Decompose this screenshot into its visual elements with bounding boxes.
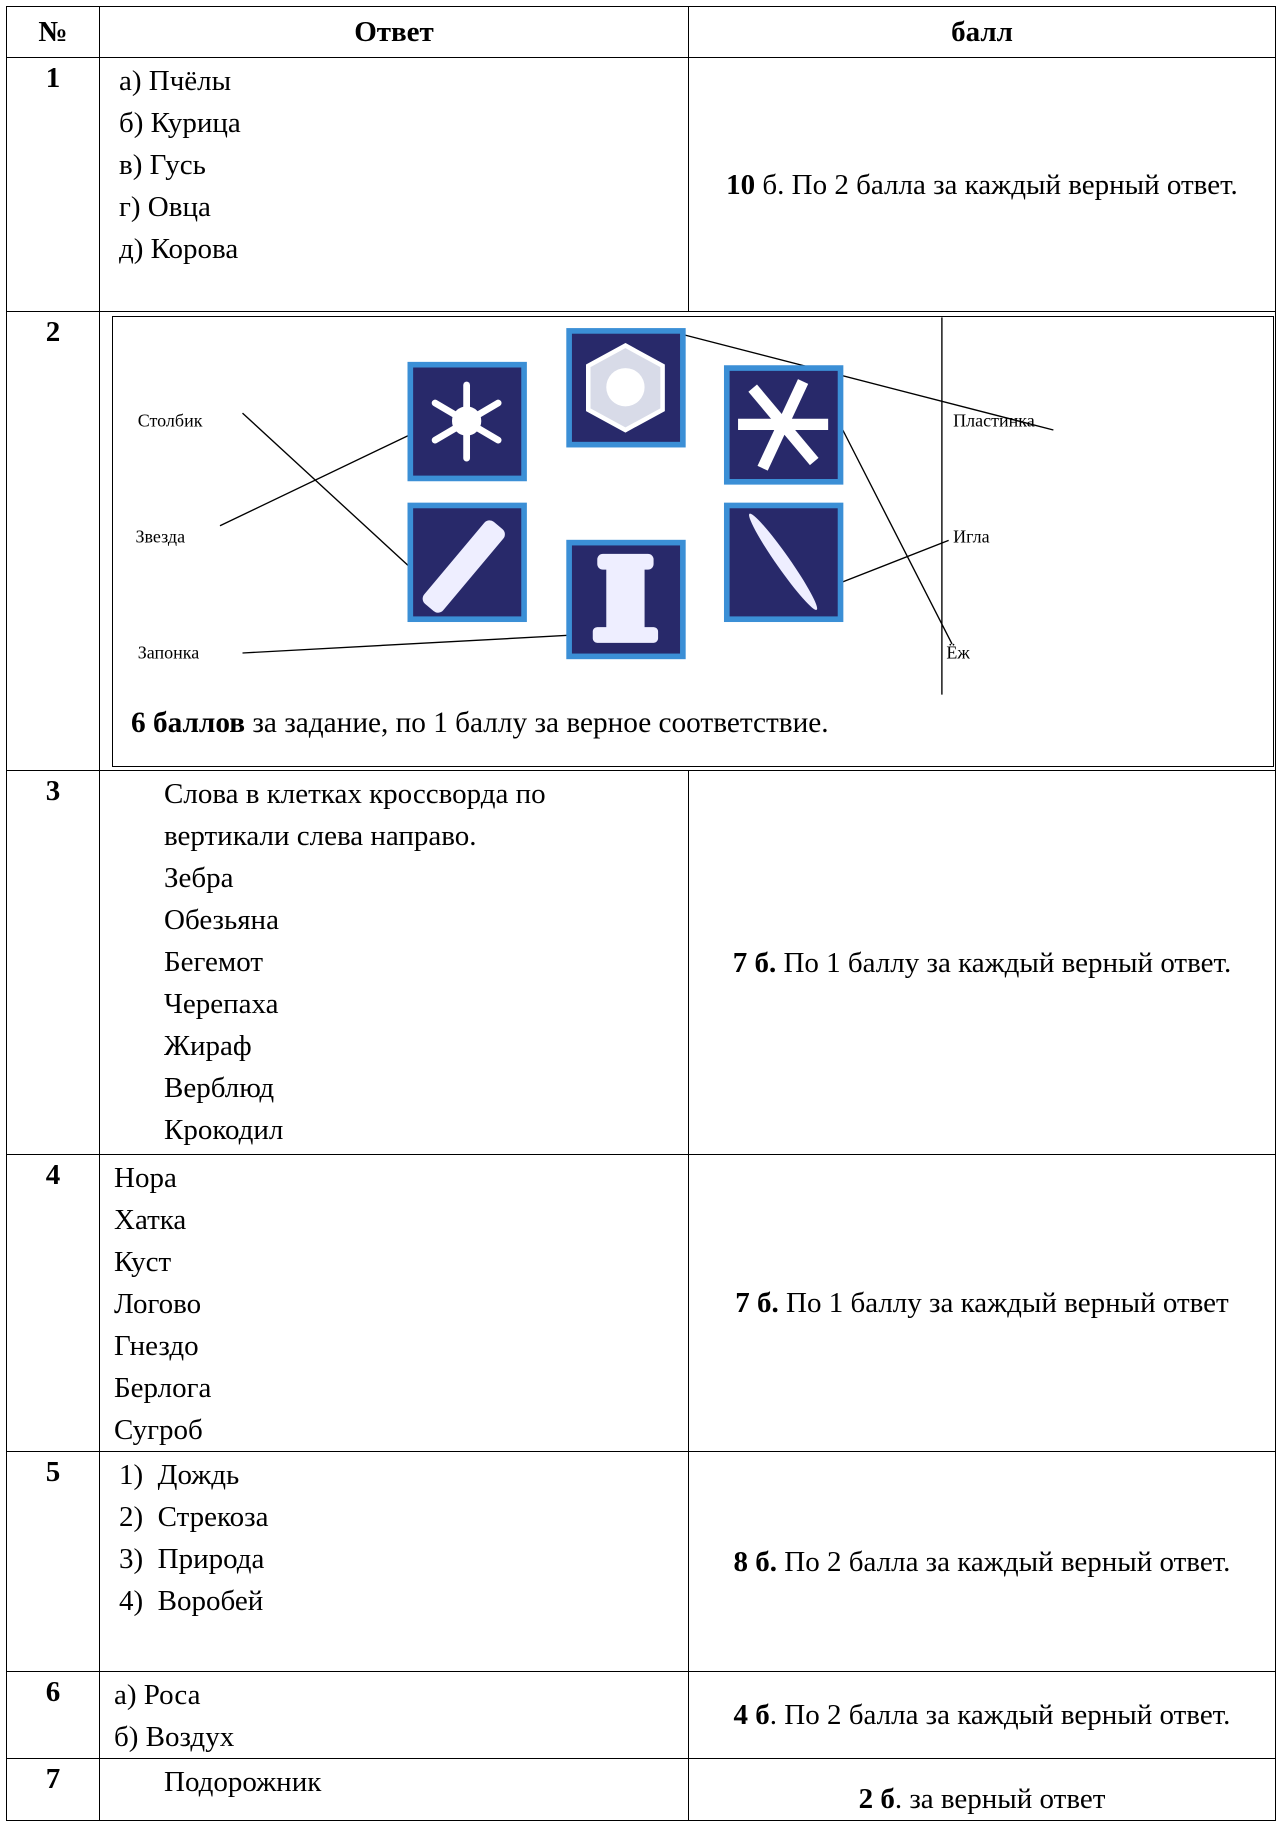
answer-line: Логово [114, 1288, 202, 1320]
answer-line: Крокодил [164, 1114, 284, 1146]
needle-flake [749, 513, 818, 610]
score-bold: 4 б [733, 1699, 770, 1731]
number-cell: 7 [6, 1758, 100, 1821]
diagram-cell: Столбик Звезда Запонка Пластинка Игла Ёж… [99, 311, 1276, 771]
header-cell: балл [688, 6, 1276, 58]
answer-cell: а) Пчёлы б) Курица в) Гусь г) Овца д) Корова [99, 57, 689, 312]
score-cell: 2 б. за верный ответ [688, 1758, 1276, 1821]
answer-line: Куст [114, 1246, 172, 1278]
answer-line: Подорожник [164, 1766, 322, 1798]
answer-line: Хатка [114, 1204, 187, 1236]
answer-cell: Нора Хатка Куст Логово Гнездо Берлога Сугроб [99, 1154, 689, 1452]
answer-line: в) Гусь [119, 149, 206, 181]
answer-line: 2) Стрекоза [119, 1501, 269, 1533]
answer-table: № Ответ балл 1 а) Пчёлы б) Курица в) Гусь г)… [6, 6, 1276, 1821]
answer-line: Обезьяна [164, 904, 279, 936]
score-text: По 1 баллу за каждый верный ответ [778, 1287, 1229, 1319]
diagram-labels: Столбик Звезда Запонка Пластинка Игла Ёж [136, 411, 1035, 663]
answer-line: г) Овца [119, 191, 211, 223]
answer-line: Сугроб [114, 1414, 203, 1446]
score-text: б. По 2 балла за каждый верный ответ. [755, 168, 1238, 201]
diagram-label: Игла [953, 527, 989, 547]
answer-line: 1) Дождь [119, 1459, 240, 1491]
score-text: По 2 балла за каждый верный ответ. [777, 1545, 1231, 1578]
number-cell: 4 [6, 1154, 100, 1452]
diagram-label: Ёж [946, 643, 970, 663]
score-cell: 4 б. По 2 балла за каждый верный ответ. [688, 1671, 1276, 1759]
score-cell: 8 б. По 2 балла за каждый верный ответ. [688, 1451, 1276, 1672]
header-row: № Ответ балл [6, 6, 1276, 58]
score-bold: 10 [726, 168, 756, 201]
number-cell: 3 [6, 770, 100, 1155]
score-cell: 7 б. По 1 баллу за каждый верный ответ. [688, 770, 1276, 1155]
answer-line: 4) Воробей [119, 1585, 264, 1617]
answer-line: Слова в клетках кроссворда по [164, 778, 546, 810]
note-bold: 6 баллов [131, 707, 245, 739]
answer-line: Верблюд [164, 1072, 275, 1104]
diagram-label: Запонка [138, 643, 200, 663]
score-bold: 7 б. [732, 946, 777, 979]
answer-cell: а) Роса б) Воздух [99, 1671, 689, 1759]
score-text: . за верный ответ [894, 1783, 1106, 1815]
answer-cell: Подорожник [99, 1758, 689, 1821]
table-row: 7 Подорожник 2 б. за верный ответ [6, 1758, 1276, 1821]
table-row: 5 1) Дождь 2) Стрекоза 3) Природа 4) Воробей… [6, 1451, 1276, 1672]
diagram-box: Столбик Звезда Запонка Пластинка Игла Ёж… [112, 316, 1274, 767]
table-row: 2 Столбик Звезда [6, 311, 1276, 771]
answer-line: д) Корова [119, 233, 239, 265]
answer-line: а) Роса [114, 1679, 201, 1711]
table-row: 4 Нора Хатка Куст Логово Гнездо Берлога Сугроб 7… [6, 1154, 1276, 1452]
answer-cell: Слова в клетках кроссворда по вертикали с… [99, 770, 689, 1155]
diagram-note: 6 баллов за задание, по 1 баллу за верно… [131, 707, 829, 739]
column-flake [422, 520, 505, 613]
score-text: По 1 баллу за каждый верный ответ. [776, 946, 1232, 979]
table-row: 3 Слова в клетках кроссворда по вертикали … [6, 770, 1276, 1155]
note-text: за задание, по 1 баллу за верное соответ… [245, 707, 829, 739]
answer-line: 3) Природа [119, 1543, 265, 1575]
header-cell: № [6, 6, 100, 58]
plate-flake [586, 342, 665, 433]
answer-line: Жираф [164, 1030, 252, 1062]
number-cell: 1 [6, 57, 100, 312]
header-cell: Ответ [99, 6, 689, 58]
score-bold: 7 б. [735, 1287, 779, 1319]
table-row: 1 а) Пчёлы б) Курица в) Гусь г) Овца д) Коров… [6, 57, 1276, 312]
answer-line: Гнездо [114, 1330, 199, 1362]
score-bold: 8 б. [733, 1545, 778, 1578]
answer-line: а) Пчёлы [119, 65, 232, 97]
number-cell: 2 [6, 311, 100, 771]
diagram-label: Столбик [138, 411, 203, 431]
answer-line: Зебра [164, 862, 234, 894]
hedgehog-flake [738, 379, 829, 471]
answer-line: Черепаха [164, 988, 279, 1020]
number-cell: 6 [6, 1671, 100, 1759]
table-row: 6 а) Роса б) Воздух 4 б. По 2 балла за кажд… [6, 1671, 1276, 1759]
number-cell: 5 [6, 1451, 100, 1672]
answer-line: Нора [114, 1162, 177, 1194]
answer-line: вертикали слева направо. [164, 820, 477, 852]
answer-line: б) Курица [119, 107, 241, 139]
score-cell: 7 б. По 1 баллу за каждый верный ответ [688, 1154, 1276, 1452]
star-flake [431, 381, 502, 462]
diagram-label: Звезда [136, 527, 186, 547]
score-text: . По 2 балла за каждый верный ответ. [769, 1699, 1231, 1731]
answer-line: Бегемот [164, 946, 264, 978]
answer-cell: 1) Дождь 2) Стрекоза 3) Природа 4) Воробей [99, 1451, 689, 1672]
diagram-label: Пластинка [953, 411, 1035, 431]
snowflake-diagram: Столбик Звезда Запонка Пластинка Игла Ёж… [131, 317, 1054, 739]
score-bold: 2 б [858, 1783, 895, 1815]
score-cell: 10 б. По 2 балла за каждый верный ответ. [688, 57, 1276, 312]
cufflink-flake [592, 553, 659, 643]
answer-line: Берлога [114, 1372, 212, 1404]
answer-line: б) Воздух [114, 1721, 235, 1753]
table-body: 1 а) Пчёлы б) Курица в) Гусь г) Овца д) Коров… [6, 57, 1276, 1821]
connector-lines [219, 317, 1054, 695]
